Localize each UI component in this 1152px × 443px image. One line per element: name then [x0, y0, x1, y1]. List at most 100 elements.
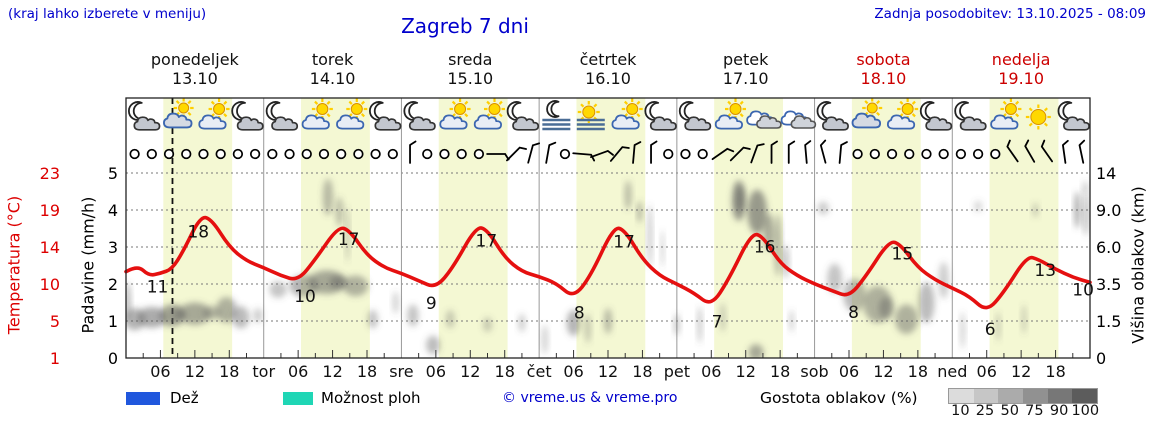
copyright-link[interactable]: © vreme.us & vreme.pro: [502, 390, 678, 406]
cloud-density-legend-label: Gostota oblakov (%): [760, 389, 918, 407]
moon-cloud-icon: [816, 101, 849, 131]
rain-legend-swatch: [126, 392, 160, 405]
sun-cloud-icon: [611, 98, 643, 130]
page-title: Zagreb 7 dni: [401, 14, 529, 38]
svg-text:18: 18: [908, 362, 928, 381]
day-header-nedelja: nedelja 19.10: [991, 50, 1051, 88]
clouds-icon: [746, 110, 782, 129]
showers-legend-label: Možnost ploh: [321, 389, 421, 407]
svg-text:2: 2: [108, 275, 118, 294]
day-header-petek: petek 17.10: [722, 50, 769, 88]
svg-text:12: 12: [460, 362, 480, 381]
fog-sun-icon: [576, 101, 605, 131]
sun-cloud-icon: [336, 98, 368, 130]
svg-text:06: 06: [150, 362, 170, 381]
day-header-četrtek: četrtek 16.10: [579, 50, 637, 88]
svg-text:06: 06: [701, 362, 721, 381]
svg-text:5: 5: [50, 312, 60, 331]
svg-text:8: 8: [848, 303, 859, 323]
svg-text:12: 12: [1011, 362, 1031, 381]
svg-text:12: 12: [185, 362, 205, 381]
svg-text:1: 1: [50, 349, 60, 368]
clouds-icon: [780, 110, 817, 129]
sun-cloud-icon: [301, 98, 333, 130]
svg-text:4: 4: [108, 201, 118, 220]
svg-text:10: 10: [294, 287, 316, 307]
cloud-density-scale: [948, 388, 1099, 404]
svg-text:1.5: 1.5: [1096, 312, 1121, 331]
svg-text:06: 06: [426, 362, 446, 381]
svg-text:10: 10: [40, 275, 60, 294]
sun-cloud-icon: [473, 98, 505, 130]
sun-cloud-icon: [198, 98, 230, 130]
sun-cloud-icon: [439, 98, 471, 130]
plot-frame: [125, 97, 1091, 359]
moon-cloud-icon: [403, 101, 436, 131]
svg-text:sob: sob: [800, 362, 828, 381]
svg-text:12: 12: [322, 362, 342, 381]
density-swatch-10: [949, 389, 974, 403]
svg-text:ned: ned: [937, 362, 967, 381]
svg-text:10: 10: [1072, 281, 1094, 301]
svg-text:14: 14: [40, 238, 60, 257]
density-tick-label: 100: [1071, 403, 1100, 419]
moon-cloud-icon: [954, 101, 987, 131]
svg-text:06: 06: [977, 362, 997, 381]
svg-text:12: 12: [598, 362, 618, 381]
density-tick-label: 50: [1000, 403, 1019, 419]
fog-moon-icon: [542, 100, 571, 131]
svg-text:17: 17: [613, 232, 635, 252]
svg-text:9: 9: [426, 294, 437, 314]
cloud-density-scale-labels: 10 25 50 75 90 100: [948, 403, 1100, 419]
svg-text:18: 18: [357, 362, 377, 381]
svg-text:19: 19: [40, 201, 60, 220]
last-update: Zadnja posodobitev: 13.10.2025 - 08:09: [874, 6, 1146, 22]
moon-cloud-icon: [265, 101, 299, 131]
svg-text:6.0: 6.0: [1096, 238, 1121, 257]
svg-text:čet: čet: [527, 362, 552, 381]
svg-text:8: 8: [574, 303, 585, 323]
svg-text:23: 23: [40, 164, 60, 183]
svg-text:0: 0: [1096, 349, 1106, 368]
temperature-curve: [124, 215, 1092, 310]
moon-cloud-icon: [644, 101, 677, 131]
svg-text:14: 14: [1096, 164, 1116, 183]
svg-text:7: 7: [712, 313, 723, 333]
svg-text:18: 18: [632, 362, 652, 381]
svg-text:11: 11: [147, 278, 169, 298]
density-swatch-25: [973, 389, 999, 403]
sun-cloud-icon: [886, 98, 919, 130]
svg-text:17: 17: [338, 230, 360, 250]
showers-legend-swatch: [283, 392, 313, 405]
svg-text:pet: pet: [664, 362, 690, 381]
rain-legend-label: Dež: [170, 389, 199, 407]
svg-text:18: 18: [495, 362, 515, 381]
svg-text:06: 06: [563, 362, 583, 381]
svg-text:06: 06: [288, 362, 308, 381]
svg-text:18: 18: [770, 362, 790, 381]
sun-cloud-icon: [990, 98, 1022, 130]
day-header-sreda: sreda 15.10: [447, 50, 494, 88]
wind-symbols-row: [129, 139, 1086, 164]
density-tick-label: 75: [1025, 403, 1044, 419]
moon-cloud-icon: [506, 101, 540, 131]
svg-text:tor: tor: [252, 362, 275, 381]
svg-text:1: 1: [108, 312, 118, 331]
moon-cloud-icon: [1057, 101, 1090, 131]
density-swatch-90: [1047, 389, 1073, 403]
day-header-ponedeljek: ponedeljek 13.10: [150, 50, 239, 88]
day-header-torek: torek 14.10: [309, 50, 356, 88]
svg-text:17: 17: [476, 231, 498, 251]
svg-text:18: 18: [1045, 362, 1065, 381]
sun-icon: [1025, 104, 1051, 130]
density-tick-label: 90: [1049, 403, 1069, 419]
svg-text:15: 15: [892, 245, 914, 265]
cloud-sun-icon: [851, 98, 883, 129]
svg-text:sre: sre: [389, 362, 413, 381]
svg-text:16: 16: [754, 237, 776, 257]
moon-cloud-icon: [369, 101, 402, 131]
density-tick-label: 10: [951, 403, 970, 419]
